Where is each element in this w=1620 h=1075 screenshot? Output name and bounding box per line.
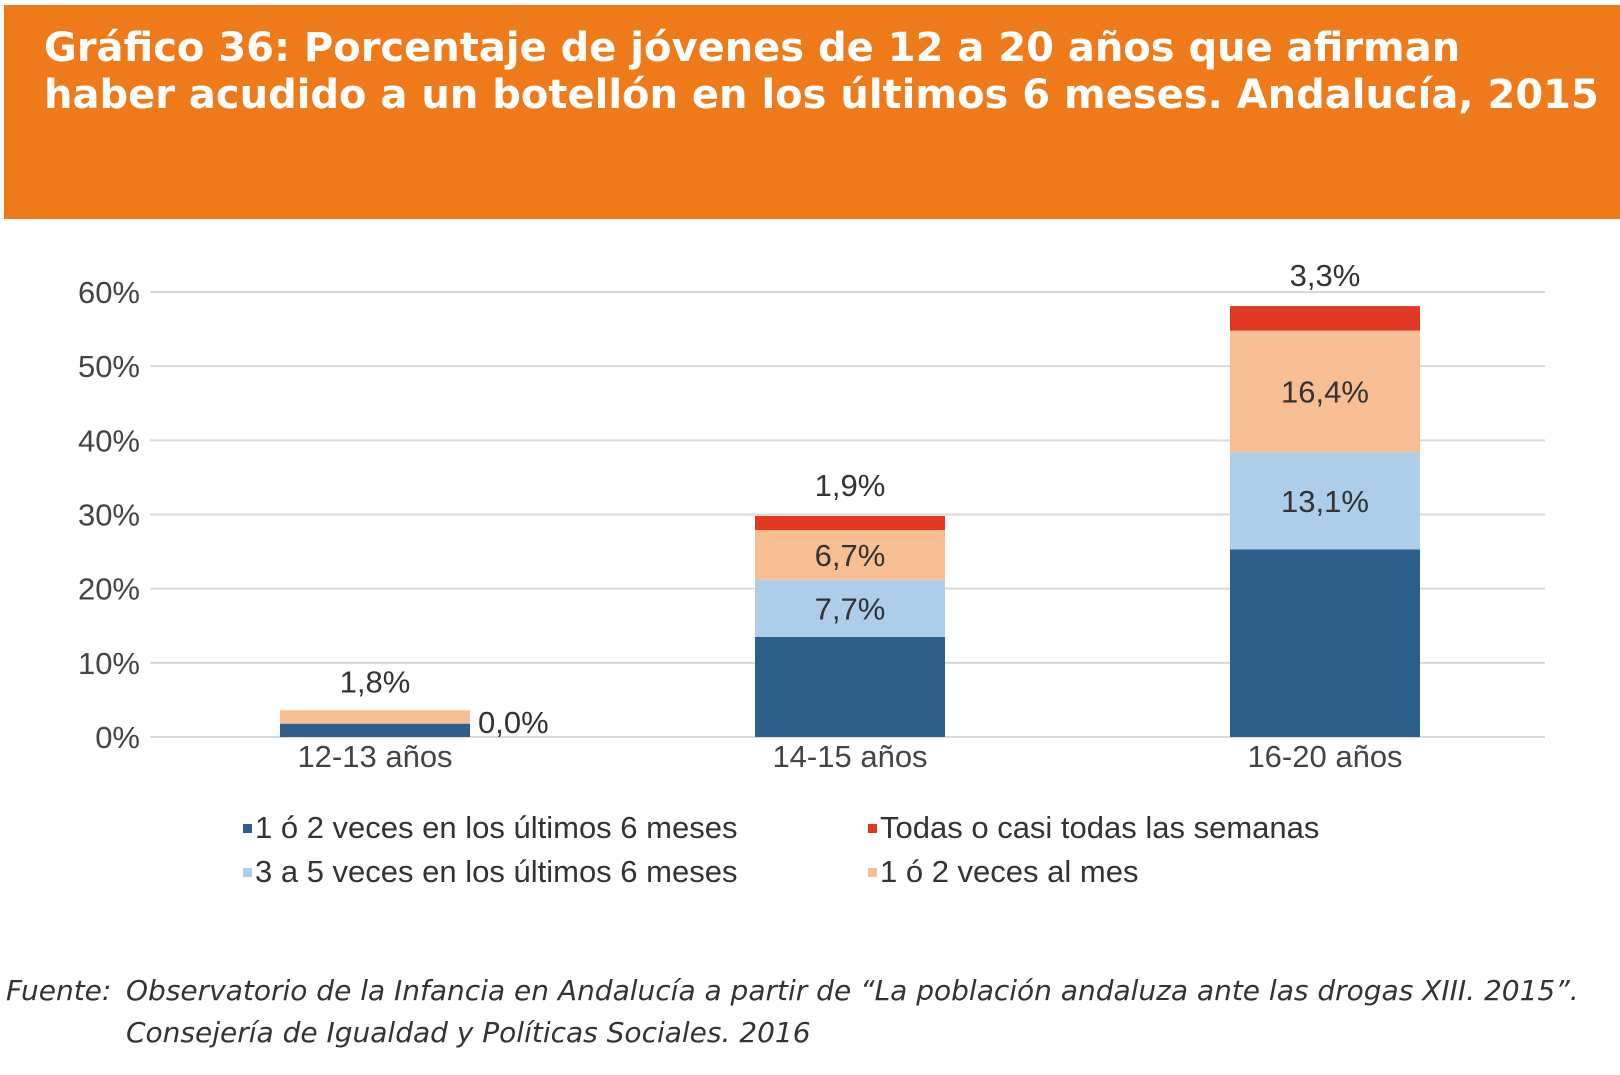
y-tick-label: 20%	[78, 572, 140, 607]
data-label: 13,1%	[1281, 484, 1369, 519]
y-tick-label: 60%	[78, 275, 140, 310]
bar-segment	[1230, 452, 1420, 550]
legend-label: 1 ó 2 veces en los últimos 6 meses	[255, 810, 737, 845]
bar-segment	[755, 515, 945, 531]
stacked-bar-chart: 0% 10% 20% 30% 40% 50% 60% 12-13 años 14-15 años…	[78, 258, 1545, 889]
y-tick-label: 0%	[95, 720, 140, 755]
y-tick-label: 50%	[78, 349, 140, 384]
legend-label: Todas o casi todas las semanas	[880, 810, 1319, 845]
source-text-line-1: Observatorio de la Infancia en Andalucía…	[126, 974, 1579, 1007]
bar-segment	[755, 636, 945, 737]
x-tick-label: 14-15 años	[772, 739, 927, 774]
y-tick-label: 30%	[78, 498, 140, 533]
legend-swatch	[243, 868, 252, 877]
legend-swatch	[868, 868, 877, 877]
data-label: 1,9%	[815, 468, 886, 503]
bar-segment	[1230, 330, 1420, 453]
data-label: 6,7%	[815, 538, 886, 573]
data-label: 3,3%	[1290, 258, 1361, 293]
bar-segment	[1230, 306, 1420, 331]
chart-title: Gráfico 36: Porcentaje de jóvenes de 12 …	[44, 25, 1599, 118]
data-label: 16,4%	[1281, 374, 1369, 409]
bar-segment	[1230, 549, 1420, 737]
legend-swatch	[868, 824, 877, 833]
legend-label: 3 a 5 veces en los últimos 6 meses	[255, 854, 737, 889]
bar-segment	[280, 710, 470, 724]
data-label: 0,0%	[478, 705, 549, 740]
source-label: Fuente:	[6, 974, 112, 1007]
x-tick-label: 16-20 años	[1247, 739, 1402, 774]
legend-label: 1 ó 2 veces al mes	[880, 854, 1138, 889]
y-tick-label: 40%	[78, 423, 140, 458]
x-tick-label: 12-13 años	[297, 739, 452, 774]
title-banner: Gráfico 36: Porcentaje de jóvenes de 12 …	[4, 5, 1620, 219]
data-label: 7,7%	[815, 591, 886, 626]
data-label: 1,8%	[340, 664, 411, 699]
bar-segment	[755, 579, 945, 637]
legend-swatch	[243, 824, 252, 833]
source-text-line-2: Consejería de Igualdad y Políticas Socia…	[126, 1016, 811, 1049]
bar-segment	[755, 530, 945, 580]
bar-segment	[280, 723, 470, 737]
y-tick-label: 10%	[78, 646, 140, 681]
